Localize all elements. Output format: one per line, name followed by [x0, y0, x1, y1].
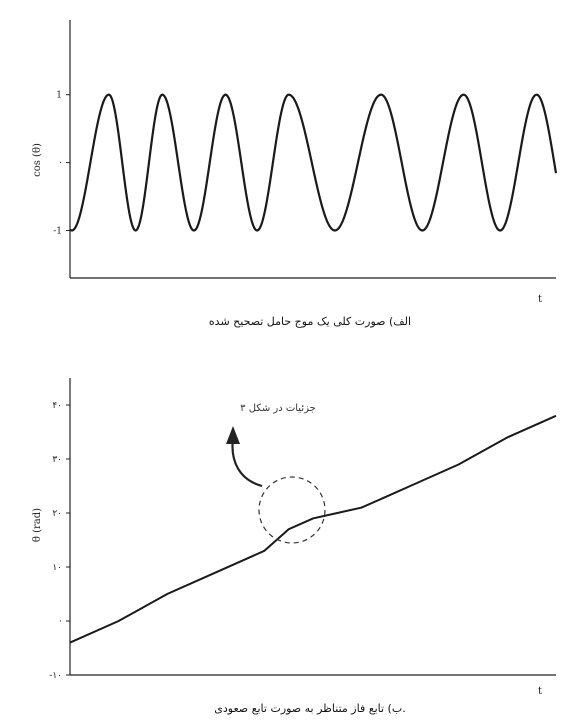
- bottom-chart: ۴۰ ۳۰ ۲۰ ۱۰ · -۱۰ جزئیات در شکل ۳ θ (rad) t ب…: [32, 378, 556, 715]
- bottom-y-tick-label: ۱۰: [52, 563, 62, 573]
- annotation-text: جزئیات در شکل ۳: [240, 403, 316, 414]
- top-y-tick-label: ·: [59, 159, 62, 169]
- annotation-arrow: [232, 438, 262, 486]
- top-x-label: t: [538, 294, 542, 305]
- bottom-y-label: θ (rad): [32, 508, 43, 542]
- top-y-label: cos (θ): [32, 143, 43, 177]
- bottom-series-line: [70, 416, 556, 643]
- top-series-line: [70, 95, 556, 231]
- detail-circle: [259, 477, 325, 543]
- bottom-y-tick-label: ·: [59, 617, 62, 627]
- bottom-y-tick-label: ۴۰: [52, 401, 62, 411]
- bottom-caption: ب) تابع فاز متناظر به صورت تابع صعودی.: [214, 702, 405, 715]
- arrow-head: [226, 426, 240, 444]
- top-y-tick-label: -1: [53, 226, 62, 236]
- top-caption: الف) صورت کلی یک موج حامل تصحیح شده: [209, 315, 411, 328]
- bottom-y-tick-label: ۳۰: [52, 455, 62, 465]
- top-y-tick-label: 1: [56, 91, 62, 101]
- bottom-y-tick-label: -۱۰: [49, 671, 62, 681]
- top-chart: 1 · -1 cos (θ) t الف) صورت کلی یک موج حامل…: [32, 20, 556, 328]
- bottom-x-label: t: [538, 686, 542, 697]
- bottom-y-tick-label: ۲۰: [52, 509, 62, 519]
